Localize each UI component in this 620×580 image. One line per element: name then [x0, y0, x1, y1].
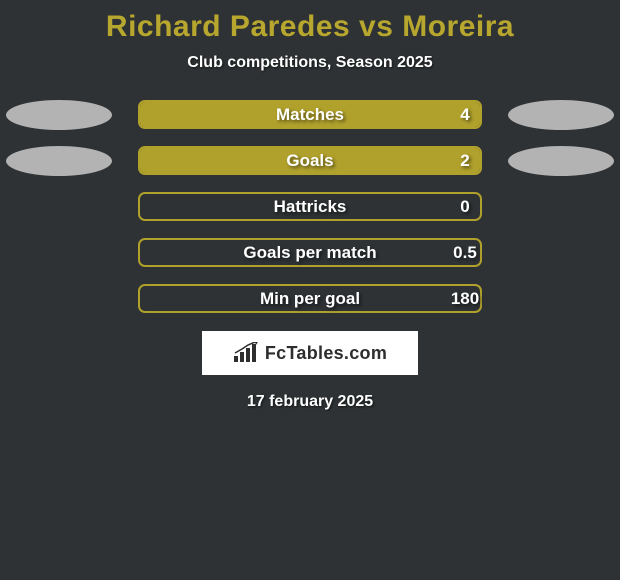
player-marker-right	[508, 100, 614, 130]
subtitle: Club competitions, Season 2025	[0, 54, 620, 72]
stat-value: 4	[460, 105, 469, 125]
stat-value: 2	[460, 151, 469, 171]
comparison-widget: Richard Paredes vs Moreira Club competit…	[0, 0, 620, 411]
stat-value: 180	[451, 289, 479, 309]
stat-value: 0.5	[453, 243, 477, 263]
stat-row: Hattricks 0	[0, 192, 620, 221]
stat-label: Hattricks	[274, 197, 347, 217]
player-marker-right	[508, 146, 614, 176]
logo-box: FcTables.com	[202, 331, 418, 375]
stat-value: 0	[460, 197, 469, 217]
stat-label: Min per goal	[260, 289, 360, 309]
stats-chart: Matches 4 Goals 2 Hattricks 0 Goals per match 0…	[0, 100, 620, 313]
logo-text: FcTables.com	[265, 343, 387, 364]
stat-row: Goals per match 0.5	[0, 238, 620, 267]
stat-row: Min per goal 180	[0, 284, 620, 313]
stat-label: Goals per match	[243, 243, 376, 263]
date-text: 17 february 2025	[0, 393, 620, 411]
stat-row: Matches 4	[0, 100, 620, 129]
stat-label: Matches	[276, 105, 344, 125]
stat-label: Goals	[286, 151, 333, 171]
bar-chart-icon	[233, 342, 259, 364]
stat-row: Goals 2	[0, 146, 620, 175]
page-title: Richard Paredes vs Moreira	[106, 10, 514, 44]
player-marker-left	[6, 100, 112, 130]
player-marker-left	[6, 146, 112, 176]
